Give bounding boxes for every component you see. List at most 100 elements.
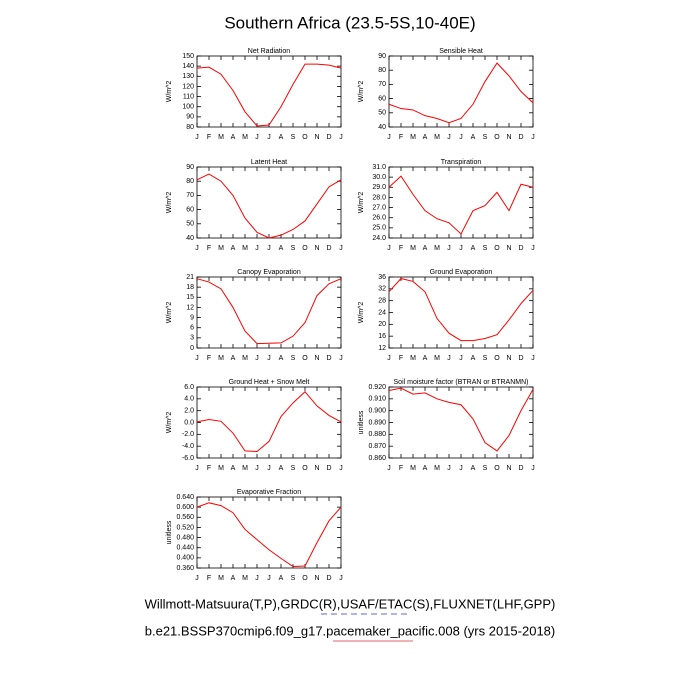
x-tick-label: A — [279, 575, 284, 582]
y-tick-label: 100 — [182, 104, 194, 111]
y-tick-label: 28 — [378, 298, 386, 305]
y-tick-label: 0.400 — [176, 555, 194, 562]
y-tick-label: 130 — [182, 73, 194, 80]
plot-frame — [196, 276, 342, 349]
x-tick-label: J — [267, 355, 271, 362]
y-tick-label: 0.560 — [176, 514, 194, 521]
footer-line: Willmott-Matsuura(T,P),GRDC(R),USAF/ETAC… — [145, 596, 556, 611]
x-tick-label: J — [339, 465, 343, 472]
y-tick-label: 15 — [186, 294, 194, 301]
y-tick-label: 0.480 — [176, 534, 194, 541]
y-tick-label: 0.870 — [368, 443, 386, 450]
x-tick-label: F — [207, 465, 211, 472]
y-tick-label: 18 — [186, 284, 194, 291]
x-tick-label: F — [207, 245, 211, 252]
x-tick-label: D — [518, 245, 523, 252]
x-tick-label: F — [399, 465, 403, 472]
x-tick-label: O — [494, 355, 500, 362]
x-tick-label: J — [531, 134, 535, 141]
x-tick-label: J — [195, 245, 199, 252]
plot-frame — [196, 386, 342, 459]
y-tick-label: 0.0 — [184, 419, 194, 426]
x-tick-label: A — [279, 355, 284, 362]
x-tick-label: D — [326, 245, 331, 252]
y-tick-label: 110 — [183, 93, 194, 100]
y-tick-label: 120 — [182, 83, 194, 90]
x-tick-label: J — [531, 355, 535, 362]
x-tick-label: S — [483, 134, 488, 141]
panel-title: Latent Heat — [251, 159, 287, 166]
data-line — [388, 277, 534, 342]
y-axis-label: W/m^2 — [358, 192, 365, 214]
x-tick-label: N — [314, 245, 319, 252]
x-tick-label: F — [399, 355, 403, 362]
y-tick-label: 12 — [186, 304, 194, 311]
x-tick-label: A — [423, 355, 428, 362]
y-tick-label: 26.0 — [372, 215, 386, 222]
y-tick-label: -4.0 — [182, 443, 194, 450]
y-axis-label: W/m^2 — [358, 302, 365, 324]
y-tick-label: 0 — [190, 345, 194, 352]
x-tick-label: J — [459, 355, 463, 362]
y-tick-label: 80 — [186, 178, 194, 185]
x-tick-label: J — [339, 575, 343, 582]
x-tick-label: A — [231, 245, 236, 252]
y-tick-label: 31.0 — [372, 164, 386, 171]
panel-title: Sensible Heat — [439, 48, 483, 55]
y-tick-label: 0.360 — [176, 565, 194, 572]
y-tick-label: -2.0 — [182, 431, 194, 438]
y-tick-label: 27.0 — [372, 204, 386, 211]
y-axis-label: W/m^2 — [166, 302, 173, 324]
x-tick-label: A — [423, 245, 428, 252]
x-tick-label: A — [279, 134, 284, 141]
x-tick-label: J — [195, 575, 199, 582]
x-tick-label: J — [447, 134, 451, 141]
x-tick-label: F — [399, 134, 403, 141]
x-tick-label: J — [447, 465, 451, 472]
plot-frame — [388, 166, 534, 239]
y-tick-label: 25.0 — [372, 225, 386, 232]
data-line — [196, 173, 342, 239]
x-tick-label: A — [423, 465, 428, 472]
y-tick-label: 24 — [378, 309, 386, 316]
x-tick-label: N — [506, 355, 511, 362]
plot-frame — [196, 166, 342, 239]
y-tick-label: 29.0 — [372, 184, 386, 191]
plot-frame — [388, 386, 534, 459]
y-tick-label: 0.910 — [368, 396, 386, 403]
y-tick-label: 50 — [378, 110, 386, 117]
x-tick-label: F — [207, 134, 211, 141]
data-line — [196, 391, 342, 453]
x-tick-label: F — [399, 245, 403, 252]
x-tick-label: M — [242, 245, 248, 252]
y-tick-label: 0.640 — [176, 494, 194, 501]
x-tick-label: N — [506, 465, 511, 472]
y-tick-label: 40 — [186, 235, 194, 242]
y-tick-label: 140 — [182, 63, 194, 70]
x-tick-label: M — [434, 134, 440, 141]
data-line — [196, 278, 342, 345]
x-tick-label: M — [218, 134, 224, 141]
y-tick-label: 50 — [186, 221, 194, 228]
y-tick-label: 12 — [378, 345, 386, 352]
y-tick-label: 4.0 — [184, 396, 194, 403]
x-tick-label: S — [291, 134, 296, 141]
x-tick-label: A — [279, 245, 284, 252]
y-tick-label: 0.890 — [368, 419, 386, 426]
x-tick-label: J — [387, 134, 391, 141]
panel-title: Transpiration — [441, 159, 482, 166]
panel-title: Ground Heat + Snow Melt — [229, 379, 310, 386]
x-tick-label: M — [242, 465, 248, 472]
x-tick-label: J — [255, 355, 259, 362]
x-tick-label: M — [434, 465, 440, 472]
x-tick-label: J — [459, 245, 463, 252]
x-tick-label: J — [195, 465, 199, 472]
x-tick-label: M — [218, 355, 224, 362]
x-tick-label: O — [494, 465, 500, 472]
y-tick-label: 36 — [378, 274, 386, 281]
